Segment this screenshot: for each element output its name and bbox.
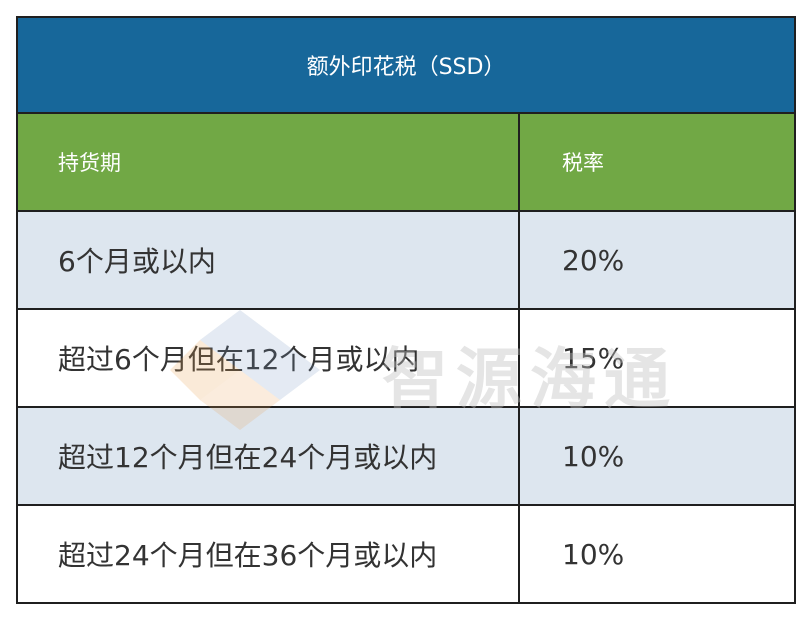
header-holding-period: 持货期 [18, 114, 520, 210]
table-row: 超过6个月但在12个月或以内 15% [18, 310, 794, 408]
rate-cell: 10% [562, 439, 625, 473]
ssd-table: 额外印花税（SSD） 持货期 税率 6个月或以内 20% 超过6个月但在12个月… [16, 16, 796, 604]
period-cell: 6个月或以内 [18, 212, 520, 308]
table-row: 超过12个月但在24个月或以内 10% [18, 408, 794, 506]
table-title: 额外印花税（SSD） [18, 18, 794, 114]
rate-cell: 20% [562, 243, 625, 277]
rate-cell: 15% [562, 341, 625, 375]
header-row: 持货期 税率 [18, 114, 794, 212]
table-row: 6个月或以内 20% [18, 212, 794, 310]
header-tax-rate: 税率 [562, 151, 604, 175]
period-cell: 超过6个月但在12个月或以内 [18, 310, 520, 406]
rate-cell: 10% [562, 537, 625, 571]
period-cell: 超过24个月但在36个月或以内 [18, 506, 520, 602]
table-row: 超过24个月但在36个月或以内 10% [18, 506, 794, 602]
period-cell: 超过12个月但在24个月或以内 [18, 408, 520, 504]
